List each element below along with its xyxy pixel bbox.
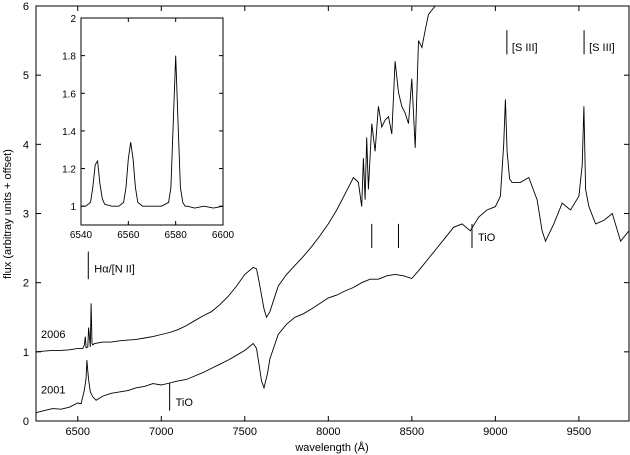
y-axis-label: flux (arbitray units + offset) <box>2 149 14 279</box>
annotation-label: [S III] <box>589 42 615 54</box>
y-tick-label: 0 <box>23 416 29 428</box>
y-tick-label: 3 <box>23 209 29 221</box>
x-tick-label: 8000 <box>316 426 340 438</box>
x-tick-label: 7500 <box>233 426 257 438</box>
x-axis-label: wavelength (Å) <box>294 441 368 454</box>
inset-x-tick-label: 6600 <box>212 230 235 241</box>
y-tick-label: 5 <box>23 70 29 82</box>
annotation-label: 2006 <box>41 329 65 341</box>
inset-x-tick-label: 6580 <box>165 230 188 241</box>
annotation-label: TiO <box>176 397 194 409</box>
x-tick-label: 8500 <box>400 426 424 438</box>
inset-y-tick-label: 2 <box>70 14 76 25</box>
series-line-2006 <box>36 6 436 353</box>
inset-y-tick-label: 1 <box>70 202 76 213</box>
inset-y-tick-label: 1.4 <box>62 127 76 138</box>
x-tick-label: 9500 <box>567 426 591 438</box>
main-annotations: Hα/[N II] TiO TiO [S III] [S III] 2006 2001 <box>41 30 615 411</box>
inset-series-path <box>81 55 224 209</box>
inset-series-line <box>81 55 224 209</box>
annotation-label: Hα/[N II] <box>94 263 135 275</box>
y-tick-label: 6 <box>23 1 29 13</box>
main-axis-ticks: 6500 7000 7500 8000 8500 9000 9500 0 1 2 3 4 5 6 <box>23 1 629 438</box>
x-tick-label: 7000 <box>149 426 173 438</box>
y-tick-label: 2 <box>23 278 29 290</box>
inset-y-tick-label: 1.8 <box>62 52 76 63</box>
y-tick-label: 4 <box>23 139 29 151</box>
y-tick-label: 1 <box>23 347 29 359</box>
x-tick-label: 6500 <box>66 426 90 438</box>
series-line-2001 <box>36 99 629 414</box>
annotation-label: [S III] <box>512 42 538 54</box>
inset-x-tick-label: 6540 <box>70 230 93 241</box>
main-series-lines <box>36 6 629 414</box>
inset-y-tick-label: 1.2 <box>62 165 76 176</box>
inset-x-tick-label: 6560 <box>117 230 140 241</box>
inset-y-tick-label: 1.6 <box>62 89 76 100</box>
x-tick-label: 9000 <box>483 426 507 438</box>
annotation-label: 2001 <box>41 384 65 396</box>
inset-frame <box>80 17 224 226</box>
annotation-label: TiO <box>478 232 496 244</box>
